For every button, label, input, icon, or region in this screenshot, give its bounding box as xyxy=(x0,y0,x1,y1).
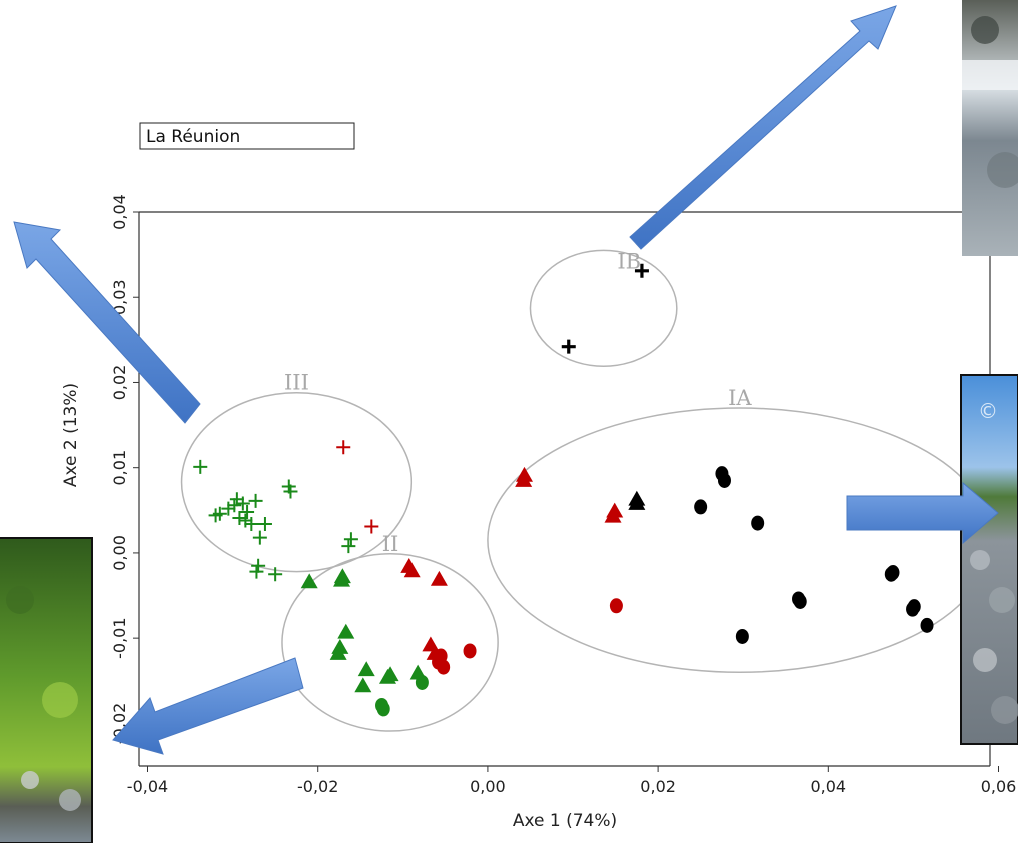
red-triangle-point xyxy=(403,562,421,578)
cluster-ellipse-II xyxy=(281,553,499,732)
green-triangle-point xyxy=(300,573,318,589)
black-circle-point xyxy=(751,515,765,531)
y-tick-label: 0,01 xyxy=(110,450,129,486)
svg-text:©: © xyxy=(978,399,998,423)
arrow-to-top-right-photo xyxy=(629,5,897,250)
green-plus-point xyxy=(227,498,242,513)
black-circle-point xyxy=(717,472,731,488)
green-plus-point xyxy=(283,484,298,499)
green-plus-point xyxy=(240,505,255,520)
green-triangle-point xyxy=(333,568,351,584)
cluster-label-II: II xyxy=(382,532,399,556)
black-circle-point xyxy=(735,628,749,644)
green-plus-point xyxy=(229,492,244,507)
red-circle-point xyxy=(609,598,623,614)
green-plus-point xyxy=(193,459,208,474)
x-axis-title: Axe 1 (74%) xyxy=(513,811,617,831)
arrow-to-left-photo xyxy=(112,657,304,755)
x-tick-label: 0,00 xyxy=(470,777,506,796)
cluster-ellipse-IB xyxy=(529,249,678,368)
green-plus-point xyxy=(249,564,264,579)
green-plus-point xyxy=(343,532,358,547)
x-axis-ticks: -0,04 -0,02 0,00 0,02 0,04 0,06 xyxy=(127,766,1017,796)
green-circle-point xyxy=(376,701,390,717)
red-plus-point xyxy=(336,440,351,455)
green-triangle-point xyxy=(354,677,372,693)
cluster-label-IA: IA xyxy=(728,386,752,410)
black-plus-point xyxy=(634,263,649,278)
y-tick-label: 0,04 xyxy=(110,194,129,230)
black-circle-point xyxy=(694,499,708,515)
red-triangle-point xyxy=(604,507,622,523)
cluster-label-IB: IB xyxy=(617,249,641,273)
green-plus-point xyxy=(212,506,227,521)
black-circle-point xyxy=(886,565,900,581)
green-plus-point xyxy=(238,513,253,528)
y-axis-title: Axe 2 (13%) xyxy=(61,383,81,487)
green-plus-point xyxy=(221,501,236,516)
red-triangle-point xyxy=(515,471,533,487)
black-circle-point xyxy=(792,591,806,607)
green-triangle-point xyxy=(329,644,347,660)
cluster-ellipses xyxy=(180,249,993,732)
green-plus-point xyxy=(341,539,356,554)
habitat-photo-left xyxy=(0,537,93,843)
black-plus-point xyxy=(561,339,576,354)
cluster-ellipse-III xyxy=(180,391,413,573)
red-plus-point xyxy=(364,519,379,534)
data-points xyxy=(193,263,934,717)
green-circle-point xyxy=(415,674,429,690)
black-triangle-point xyxy=(628,494,646,510)
y-tick-label: 0,02 xyxy=(110,365,129,401)
y-axis-ticks: -0,02-0,010,000,010,020,030,04 xyxy=(110,194,139,744)
x-tick-label: -0,02 xyxy=(297,777,338,796)
black-circle-point xyxy=(907,599,921,615)
x-tick-label: 0,02 xyxy=(640,777,676,796)
x-tick-label: 0,06 xyxy=(981,777,1017,796)
black-circle-point xyxy=(920,617,934,633)
x-tick-label: -0,04 xyxy=(127,777,168,796)
green-plus-point xyxy=(251,558,266,573)
x-tick-label: 0,04 xyxy=(810,777,846,796)
green-triangle-point xyxy=(381,666,399,682)
habitat-photo-right: © xyxy=(960,374,1018,745)
region-label: La Réunion xyxy=(146,127,240,147)
habitat-photo-top-right xyxy=(962,0,1018,256)
y-tick-label: 0,00 xyxy=(110,535,129,571)
green-plus-point xyxy=(248,493,263,508)
red-circle-point xyxy=(434,648,448,664)
arrow-to-left-top xyxy=(13,221,201,424)
y-tick-label: -0,01 xyxy=(110,617,129,658)
arrow-to-right-photo xyxy=(846,481,999,545)
green-triangle-point xyxy=(337,623,355,639)
green-triangle-point xyxy=(357,661,375,677)
green-plus-point xyxy=(268,567,283,582)
green-plus-point xyxy=(244,516,259,531)
green-plus-point xyxy=(257,516,272,531)
y-tick-label: 0,03 xyxy=(110,279,129,315)
cluster-label-III: III xyxy=(284,371,309,395)
green-plus-point xyxy=(252,530,267,545)
region-label-box: La Réunion xyxy=(139,122,355,150)
red-circle-point xyxy=(463,643,477,659)
green-plus-point xyxy=(232,510,247,525)
red-triangle-point xyxy=(430,570,448,586)
